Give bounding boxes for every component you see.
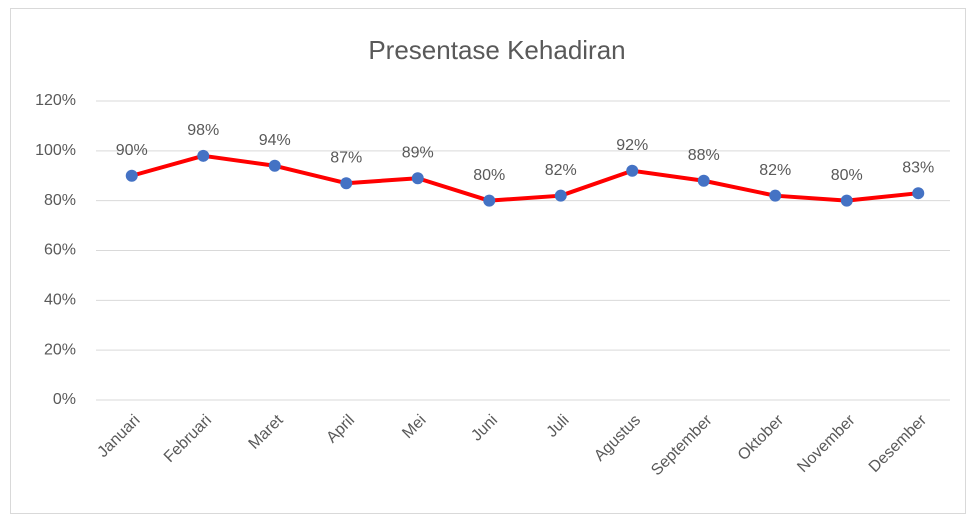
y-tick-label: 0% — [53, 391, 76, 408]
line — [131, 153, 919, 203]
marker — [626, 164, 639, 177]
marker — [411, 172, 424, 185]
data-label: 80% — [831, 167, 863, 184]
y-tick-label: 120% — [35, 92, 76, 109]
marker — [769, 189, 782, 202]
data-label: 80% — [473, 167, 505, 184]
data-label: 82% — [545, 162, 577, 179]
y-tick-label: 80% — [44, 192, 76, 209]
marker — [340, 177, 353, 190]
chart-border — [10, 8, 966, 514]
data-label: 90% — [116, 142, 148, 159]
data-label: 88% — [688, 147, 720, 164]
marker — [912, 187, 925, 200]
data-label: 87% — [330, 149, 362, 166]
data-label: 92% — [616, 137, 648, 154]
data-label: 98% — [187, 122, 219, 139]
y-tick-label: 20% — [44, 341, 76, 358]
marker — [268, 159, 281, 172]
y-tick-label: 60% — [44, 242, 76, 259]
chart-title: Presentase Kehadiran — [368, 35, 625, 65]
data-label: 89% — [402, 144, 434, 161]
y-tick-label: 40% — [44, 292, 76, 309]
marker — [840, 194, 853, 207]
marker — [554, 189, 567, 202]
data-label: 82% — [759, 162, 791, 179]
data-label: 94% — [259, 132, 291, 149]
data-label: 83% — [902, 159, 934, 176]
marker — [197, 149, 210, 162]
y-tick-label: 100% — [35, 142, 76, 159]
marker — [125, 169, 138, 182]
marker — [483, 194, 496, 207]
marker — [697, 174, 710, 187]
